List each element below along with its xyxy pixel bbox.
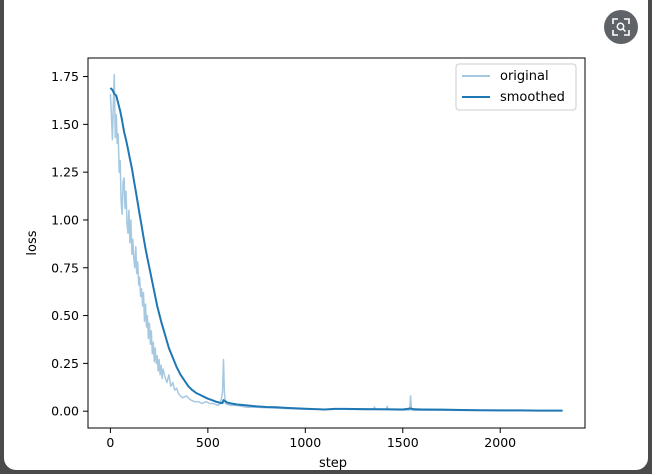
y-tick-label: 0.75 [51, 260, 79, 275]
y-axis-label: loss [25, 230, 40, 255]
series-line-smoothed [109, 87, 563, 412]
line-chart: 0 500 1000 1500 2000 0.00 0.25 0.50 0.75 1.00 1.25… [25, 57, 586, 470]
x-tick-label: 1000 [289, 435, 321, 450]
legend-label-smoothed: smoothed [500, 90, 565, 105]
image-search-icon [612, 18, 630, 36]
x-axis-label: step [319, 456, 347, 470]
plot-frame [87, 57, 586, 429]
y-tick-label: 1.25 [51, 165, 79, 180]
y-tick-label: 1.75 [51, 69, 79, 84]
image-search-button[interactable] [604, 10, 638, 44]
series-line-original [109, 73, 563, 412]
y-tick-label: 0.00 [51, 404, 79, 419]
y-tick-label: 0.25 [51, 356, 79, 371]
x-tick-label: 0 [106, 435, 114, 450]
y-tick-label: 1.00 [51, 212, 79, 227]
legend-label-original: original [500, 69, 549, 84]
x-tick-label: 500 [196, 435, 220, 450]
image-viewer: 0 500 1000 1500 2000 0.00 0.25 0.50 0.75 1.00 1.25… [4, 0, 648, 470]
x-tick-label: 1500 [387, 435, 419, 450]
y-tick-label: 1.50 [51, 117, 79, 132]
legend: original smoothed [455, 63, 577, 111]
x-tick-label: 2000 [484, 435, 516, 450]
y-tick-label: 0.50 [51, 308, 79, 323]
